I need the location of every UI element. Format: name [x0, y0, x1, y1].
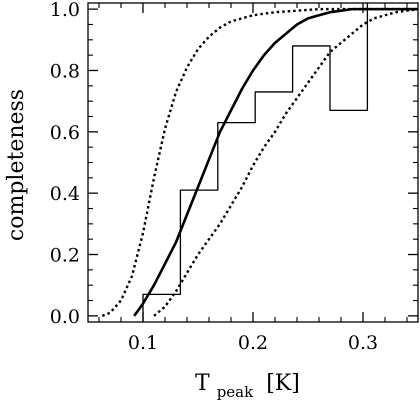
- x-axis-label-main: T: [195, 371, 210, 396]
- x-tick-label: 0.1: [128, 332, 158, 354]
- y-tick-label: 0.4: [50, 183, 80, 205]
- x-axis-ticks: 0.1 0.2 0.3: [98, 3, 408, 354]
- dotted-curve-series-2: [101, 7, 418, 317]
- plot-frame: [87, 2, 419, 323]
- histogram-series: [142, 3, 369, 322]
- y-tick-label: 0.2: [50, 245, 80, 267]
- x-tick-label: 0.2: [238, 332, 268, 354]
- x-axis-label-subscript: peak: [217, 383, 254, 401]
- dotted-curve-series-3: [153, 7, 418, 317]
- x-axis-label-unit: [K]: [266, 371, 300, 396]
- y-tick-label: 0.0: [50, 306, 80, 328]
- plot-content: [101, 3, 418, 322]
- x-tick-label: 0.3: [348, 332, 378, 354]
- y-axis-label: completeness: [4, 89, 29, 241]
- x-axis-label: T peak [K]: [195, 371, 300, 403]
- y-axis-ticks: 0.0 0.2 0.4 0.6 0.8 1.0: [50, 0, 418, 328]
- y-tick-label: 1.0: [50, 0, 80, 21]
- solid-curve-series: [133, 7, 418, 317]
- y-tick-label: 0.8: [50, 60, 80, 82]
- y-tick-label: 0.6: [50, 122, 80, 144]
